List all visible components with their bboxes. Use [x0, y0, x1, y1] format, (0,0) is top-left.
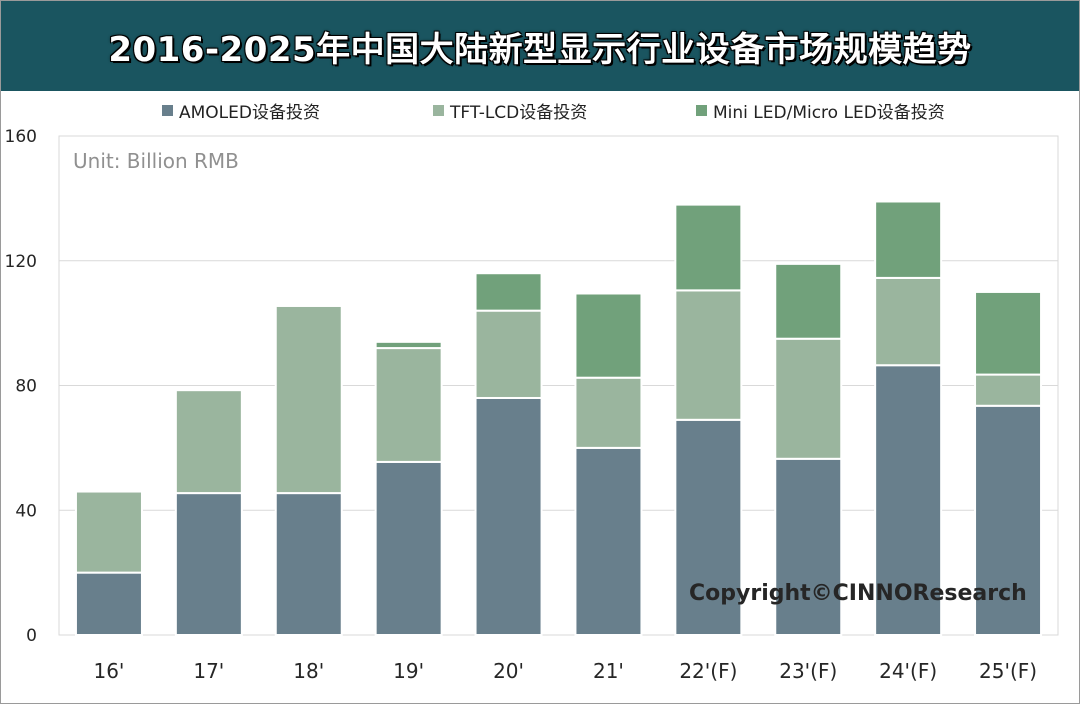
- x-tick-label: 19': [393, 659, 424, 683]
- title-bar: 2016-2025年中国大陆新型显示行业设备市场规模趋势: [1, 1, 1079, 91]
- bar-segment: [874, 276, 943, 367]
- bar-segment: [474, 309, 543, 399]
- bar-segment: [874, 200, 943, 279]
- legend-item-tft-lcd: TFT-LCD设备投资: [433, 98, 587, 123]
- y-tick-label: 40: [15, 501, 37, 521]
- bar-segment: [574, 446, 643, 636]
- legend-label-tft-lcd: TFT-LCD设备投资: [450, 103, 588, 123]
- legend-label-amoled: AMOLED设备投资: [179, 103, 320, 123]
- bar-segment: [774, 337, 843, 460]
- y-tick-label: 0: [26, 626, 37, 646]
- bar-segment: [174, 389, 243, 495]
- x-tick-label: 23'(F): [779, 659, 837, 683]
- bar-segment: [974, 290, 1043, 376]
- x-tick-label: 20': [493, 659, 524, 683]
- legend-label-mini-micro-led: Mini LED/Micro LED设备投资: [713, 103, 945, 123]
- bar-segment: [374, 460, 443, 636]
- y-tick-label: 160: [5, 127, 37, 147]
- legend-swatch-amoled: [162, 105, 173, 116]
- bar-segment: [774, 262, 843, 340]
- bar-segment: [374, 347, 443, 463]
- bar-segment: [474, 272, 543, 312]
- x-tick-label: 24'(F): [879, 659, 937, 683]
- chart-title: 2016-2025年中国大陆新型显示行业设备市场规模趋势: [108, 29, 972, 70]
- copyright-watermark: Copyright©CINNOResearch: [689, 581, 1027, 606]
- y-tick-label: 120: [5, 252, 37, 272]
- x-tick-label: 21': [593, 659, 624, 683]
- x-tick-label: 25'(F): [979, 659, 1037, 683]
- bar-segment: [174, 492, 243, 636]
- x-tick-label: 22'(F): [679, 659, 737, 683]
- bar-segment: [74, 571, 143, 636]
- legend: AMOLED设备投资 TFT-LCD设备投资 Mini LED/Micro LE…: [1, 94, 1079, 124]
- bar-segment: [974, 373, 1043, 407]
- legend-item-amoled: AMOLED设备投资: [162, 98, 320, 123]
- bar-segment: [374, 340, 443, 350]
- bar-segment: [574, 292, 643, 379]
- bar-segment: [674, 289, 743, 421]
- bar-segment: [674, 203, 743, 292]
- x-tick-label: 18': [293, 659, 324, 683]
- legend-item-mini-micro-led: Mini LED/Micro LED设备投资: [696, 98, 945, 123]
- unit-label: Unit: Billion RMB: [73, 149, 239, 173]
- x-tick-label: 17': [193, 659, 224, 683]
- bar-segment: [274, 492, 343, 636]
- x-tick-label: 16': [93, 659, 124, 683]
- y-tick-label: 80: [15, 377, 37, 397]
- legend-swatch-mini-micro-led: [696, 105, 707, 116]
- legend-swatch-tft-lcd: [433, 105, 444, 116]
- bar-segment: [574, 376, 643, 449]
- bar-segment: [274, 304, 343, 495]
- bar-segment: [874, 364, 943, 636]
- bar-segment: [474, 396, 543, 636]
- bar-segment: [774, 457, 843, 636]
- bar-segment: [74, 490, 143, 574]
